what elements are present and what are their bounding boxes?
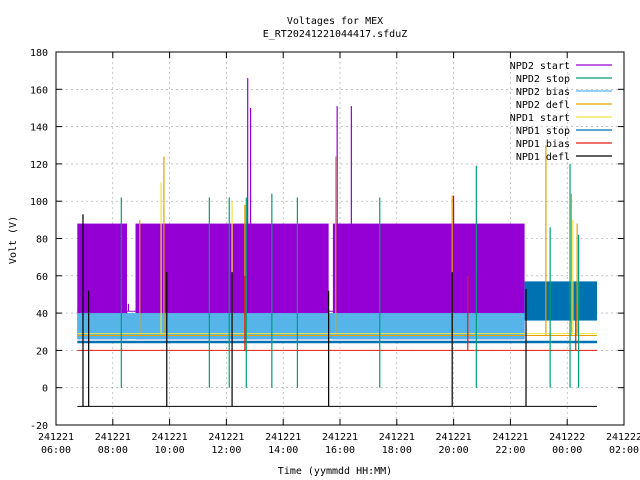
y-tick-label: -20 [30,421,48,432]
y-tick-label: 180 [30,48,48,59]
legend-label-npd2-bias: NPD2 bias [516,87,570,98]
y-tick-label: 160 [30,85,48,96]
y-tick-label: 40 [36,309,48,320]
x-tick-date: 241221 [152,432,188,443]
legend-label-npd2-start: NPD2 start [510,61,570,72]
npd2-bias-band [77,313,525,340]
chart-subtitle: E_RT20241221044417.sfduZ [263,29,408,40]
chart-title: Voltages for MEX [287,16,383,27]
x-tick-time: 06:00 [41,445,71,456]
legend-label-npd2-defl: NPD2 defl [516,100,570,111]
plot-frame [55,51,625,426]
y-tick-label: 140 [30,123,48,134]
legend-label-npd1-bias: NPD1 bias [516,139,570,150]
legend-label-npd2-stop: NPD2 stop [516,74,570,85]
x-tick-time: 16:00 [325,445,355,456]
x-axis-label: Time (yymmdd HH:MM) [278,466,392,477]
x-tick-time: 22:00 [495,445,525,456]
x-tick-date: 241222 [606,432,640,443]
x-tick-date: 241221 [38,432,74,443]
y-tick-label: 100 [30,197,48,208]
plot-area [77,78,598,407]
legend-label-npd1-defl: NPD1 defl [516,152,570,163]
x-tick-date: 241221 [322,432,358,443]
x-tick-time: 02:00 [609,445,639,456]
x-tick-time: 14:00 [268,445,298,456]
x-tick-date: 241222 [549,432,585,443]
x-tick-date: 241221 [379,432,415,443]
legend-label-npd1-start: NPD1 start [510,113,570,124]
x-tick-time: 12:00 [211,445,241,456]
y-tick-label: 80 [36,235,48,246]
x-tick-date: 241221 [265,432,301,443]
npd1-stop-band [524,281,598,321]
y-tick-label: 0 [42,384,48,395]
y-axis-label: Volt (V) [8,216,19,264]
x-tick-date: 241221 [208,432,244,443]
x-tick-time: 00:00 [552,445,582,456]
legend: NPD2 start NPD2 stop NPD2 bias NPD2 defl NPD… [510,61,612,163]
y-tick-label: 60 [36,272,48,283]
x-tick-date: 241221 [492,432,528,443]
x-tick-time: 10:00 [155,445,185,456]
x-tick-time: 18:00 [382,445,412,456]
x-tick-time: 20:00 [439,445,469,456]
x-tick-time: 08:00 [98,445,128,456]
x-tick-date: 241221 [95,432,131,443]
x-axis: 241221 06:00 241221 08:00 241221 10:00 241221 1… [38,52,640,456]
y-tick-label: 120 [30,160,48,171]
legend-label-npd1-stop: NPD1 stop [516,126,570,137]
y-axis: -20 0 20 40 60 80 100 120 140 160 180 [30,48,624,432]
x-tick-date: 241221 [436,432,472,443]
y-tick-label: 20 [36,346,48,357]
